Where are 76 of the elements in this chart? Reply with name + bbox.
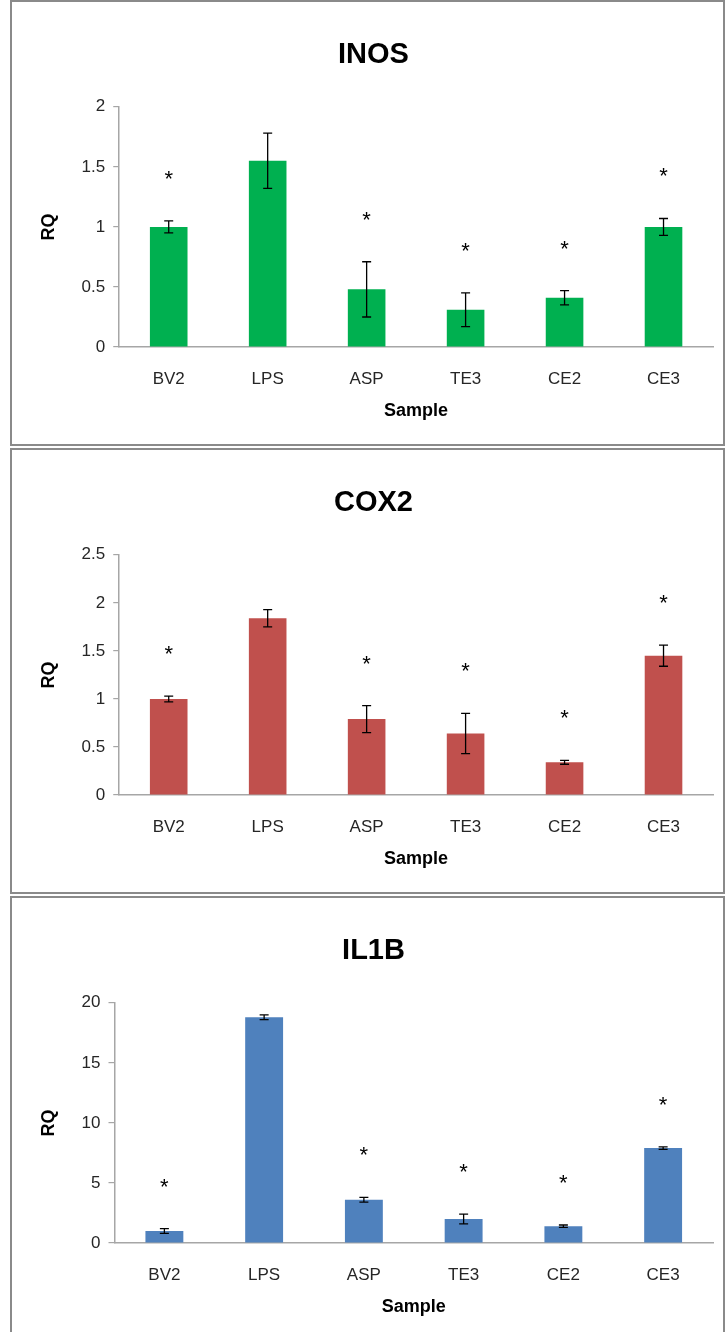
y-tick-label: 5 (91, 1172, 101, 1192)
data-label: * (659, 590, 669, 616)
x-axis-title: Sample (384, 848, 449, 869)
data-label: * (560, 235, 570, 261)
data-label: * (362, 206, 372, 232)
x-tick-label: LPS (251, 816, 284, 836)
y-tick-label: 0.5 (81, 276, 106, 296)
x-tick-label: BV2 (152, 816, 185, 836)
bar (545, 762, 584, 795)
data-label: * (659, 163, 669, 189)
bar (446, 733, 485, 795)
chart-title: INOS (338, 37, 409, 70)
bar (644, 655, 683, 795)
bar (145, 1230, 184, 1243)
x-tick-label: CE3 (646, 816, 681, 836)
chart-title: COX2 (334, 485, 413, 518)
data-label: * (559, 1169, 569, 1195)
data-label: * (560, 705, 570, 731)
bar (347, 289, 386, 347)
data-label: * (461, 658, 471, 684)
x-tick-label: CE3 (646, 368, 681, 388)
bar (245, 1017, 284, 1243)
x-tick-label: CE2 (548, 816, 582, 836)
y-axis-title: RQ (37, 661, 58, 689)
data-label: * (164, 165, 174, 191)
data-label: * (658, 1091, 668, 1117)
x-tick-label: LPS (248, 1264, 281, 1284)
data-label: * (359, 1142, 369, 1168)
y-tick-label: 10 (81, 1112, 101, 1132)
bar (347, 719, 386, 795)
x-tick-label: ASP (349, 816, 384, 836)
x-axis-title: Sample (381, 1296, 446, 1317)
x-tick-label: CE2 (548, 368, 582, 388)
bar (149, 698, 188, 795)
y-tick-label: 1 (95, 688, 106, 708)
bar (248, 160, 287, 347)
y-tick-label: 1.5 (81, 156, 106, 176)
bar (446, 309, 485, 347)
bar (644, 226, 683, 347)
y-tick-label: 1 (95, 216, 106, 236)
y-tick-label: 2 (95, 592, 106, 612)
data-label: * (160, 1173, 170, 1199)
bar (344, 1199, 383, 1243)
bar (248, 618, 287, 795)
data-label: * (461, 237, 471, 263)
x-tick-label: BV2 (152, 368, 185, 388)
bar (444, 1218, 483, 1243)
x-tick-label: ASP (346, 1264, 381, 1284)
y-tick-label: 0 (95, 784, 106, 804)
x-tick-label: TE3 (450, 816, 482, 836)
bar (149, 226, 188, 347)
x-tick-label: TE3 (450, 368, 482, 388)
x-tick-label: CE3 (646, 1264, 680, 1284)
y-tick-label: 15 (81, 1052, 101, 1072)
x-tick-label: CE2 (546, 1264, 580, 1284)
y-tick-label: 0 (95, 336, 106, 356)
data-label: * (164, 641, 174, 667)
x-tick-label: ASP (349, 368, 384, 388)
y-tick-label: 2.5 (81, 544, 106, 564)
data-label: * (362, 650, 372, 676)
y-axis-title: RQ (37, 1109, 58, 1137)
x-tick-label: TE3 (448, 1264, 480, 1284)
chart-title: IL1B (342, 933, 405, 966)
y-axis-title: RQ (37, 213, 58, 241)
y-tick-label: 1.5 (81, 640, 106, 660)
y-tick-label: 0.5 (81, 736, 106, 756)
bar (545, 297, 584, 347)
x-tick-label: LPS (251, 368, 284, 388)
y-tick-label: 20 (81, 992, 101, 1012)
bar (644, 1148, 683, 1243)
y-tick-label: 0 (91, 1232, 101, 1252)
x-axis-title: Sample (384, 400, 449, 421)
data-label: * (459, 1159, 469, 1185)
bar (544, 1226, 583, 1243)
y-tick-label: 2 (95, 96, 106, 116)
x-tick-label: BV2 (148, 1264, 181, 1284)
